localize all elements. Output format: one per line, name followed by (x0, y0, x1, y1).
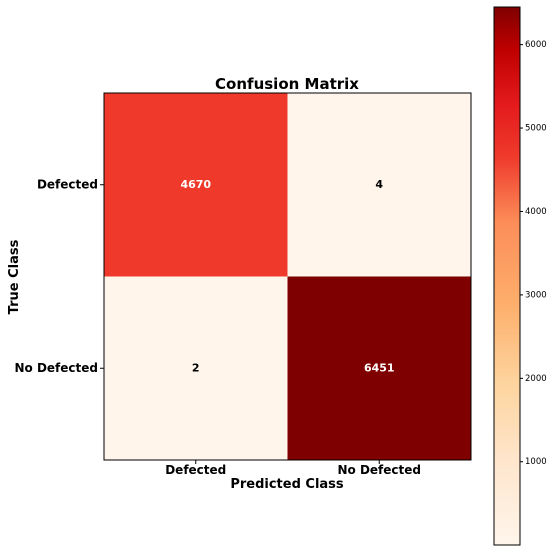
cell-value-label-1-1: 6451 (364, 361, 395, 374)
colorbar-tick-label: 6000 (525, 40, 547, 50)
y-tick-label: No Defected (14, 361, 98, 375)
x-tick-label: Defected (165, 463, 226, 477)
chart-title: Confusion Matrix (215, 75, 359, 93)
cell-value-label-0-0: 4670 (180, 178, 211, 191)
colorbar-ticks: 1000 2000 3000 4000 5000 6000 (520, 40, 547, 467)
colorbar-tick-label: 1000 (525, 457, 547, 467)
colorbar (493, 6, 521, 546)
colorbar-tick-label: 2000 (525, 374, 547, 384)
colorbar-tick-label: 3000 (525, 290, 547, 300)
cell-value-label-0-1: 4 (375, 178, 383, 191)
x-tick-label: No Defected (337, 463, 421, 477)
heatmap-cell-0-1 (287, 93, 471, 277)
heatmap-cell-1-1 (287, 276, 471, 460)
cell-value-label-1-0: 2 (192, 361, 200, 374)
x-axis-label: Predicted Class (230, 477, 344, 492)
colorbar-tick-label: 4000 (525, 207, 547, 217)
x-tick-labels: Defected No Defected (165, 460, 421, 477)
plot-frame (103, 92, 472, 461)
heatmap-cell-0-0 (104, 93, 288, 277)
y-tick-labels: Defected No Defected (14, 177, 104, 375)
heatmap-cells: 4670 4 2 6451 (104, 93, 471, 460)
heatmap-cell-1-0 (104, 276, 288, 460)
colorbar-tick-label: 5000 (525, 124, 547, 134)
y-axis-label: True Class (7, 239, 22, 314)
y-tick-label: Defected (37, 177, 98, 191)
